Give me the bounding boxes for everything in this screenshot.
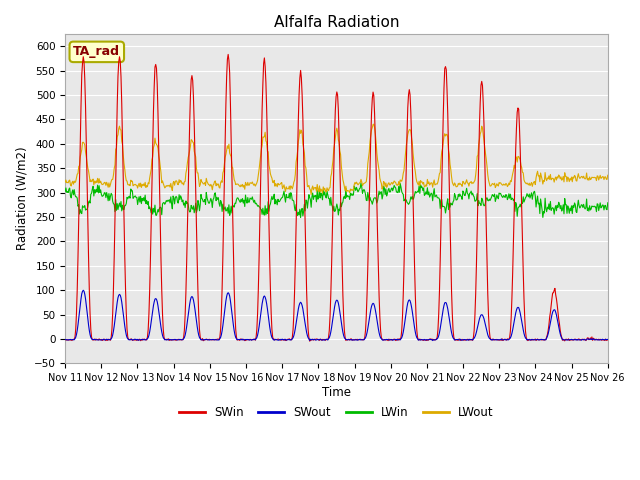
Text: TA_rad: TA_rad xyxy=(74,45,120,59)
X-axis label: Time: Time xyxy=(322,386,351,399)
Title: Alfalfa Radiation: Alfalfa Radiation xyxy=(274,15,399,30)
Legend: SWin, SWout, LWin, LWout: SWin, SWout, LWin, LWout xyxy=(174,401,499,423)
Y-axis label: Radiation (W/m2): Radiation (W/m2) xyxy=(15,147,28,251)
